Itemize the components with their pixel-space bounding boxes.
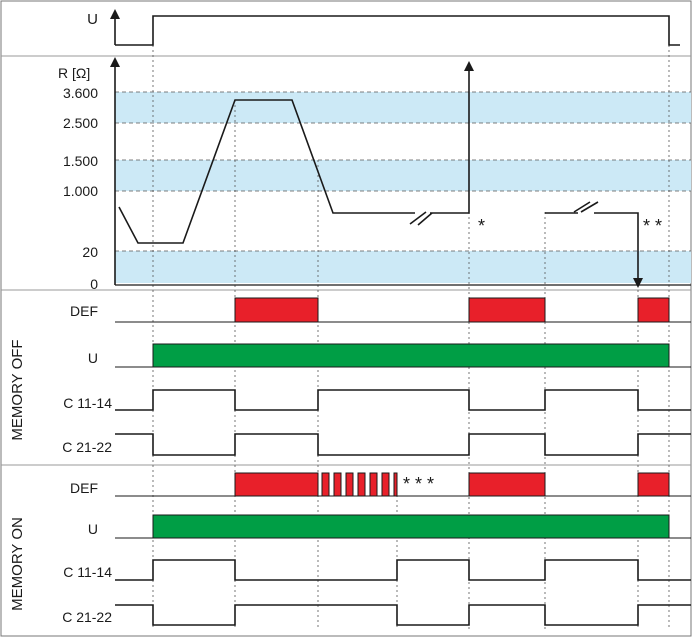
blink-pulse-3 [345,472,354,497]
resistance-short-circuit [594,212,643,288]
blink-pulse-4 [357,472,366,497]
row-labels: U R [Ω] 3.600 2.500 1.500 1.000 20 0 DEF… [9,11,112,625]
def-on-pulse-2 [468,472,546,497]
tick-1000: 1.000 [63,183,98,199]
label-def-on: DEF [70,480,98,496]
tick-20: 20 [82,244,98,260]
label-c2122-on: C 21-22 [62,609,112,625]
label-c1114-off: C 11-14 [63,395,112,411]
label-c2122-off: C 21-22 [62,439,112,455]
band-high [115,92,691,123]
label-u-top: U [87,11,98,28]
def-off-pulse-1 [234,297,319,323]
def-off-pulse-2 [468,297,546,323]
resistance-segment-1 [118,99,415,244]
c2122-on-trace [115,604,691,626]
threshold-bands [115,92,691,283]
blink-pulse-2 [333,472,342,497]
c1114-on-trace [115,559,691,581]
annotation-open-circuit: * [478,216,485,236]
resistance-open-circuit [430,61,474,214]
break-mark-1b [417,212,433,226]
c2122-off-trace [115,433,691,456]
def-on-pulse-3 [637,472,670,497]
tick-3600: 3.600 [63,85,98,101]
tick-0: 0 [90,276,98,292]
band-mid [115,160,691,191]
threshold-lines [115,91,691,252]
label-c1114-on: C 11-14 [63,564,112,580]
label-memory-on: MEMORY ON [9,517,26,611]
label-u-off: U [88,350,98,366]
blink-pulse-6 [381,472,390,497]
label-def-off: DEF [70,303,98,319]
annotation-short-circuit: * * [643,216,662,236]
blink-pulse-1 [321,472,330,497]
resistance-trace [118,61,643,288]
blink-pulse-5 [369,472,378,497]
c1114-off-trace [115,389,691,411]
blink-pulse-7 [393,472,398,497]
break-mark-2b [580,201,599,213]
supply-trace [115,15,680,46]
time-guides [152,45,670,630]
def-on-blink-pulses [321,472,398,497]
annotation-blink: * * * [403,474,434,494]
label-r-axis: R [Ω] [58,65,90,81]
label-u-on: U [88,521,98,537]
band-low [115,251,691,283]
label-memory-off: MEMORY OFF [9,339,26,440]
u-on-bar [152,514,670,539]
annotations: * * * * * * [403,216,662,494]
break-mark-1a [409,211,427,225]
tick-1500: 1.500 [63,153,98,169]
def-on-pulse-1 [234,472,319,497]
break-mark-2a [573,201,591,213]
memory-off-section [115,297,691,456]
u-off-bar [152,343,670,368]
def-off-pulse-3 [637,297,670,323]
memory-on-section [115,472,691,626]
tick-2500: 2.500 [63,115,98,131]
